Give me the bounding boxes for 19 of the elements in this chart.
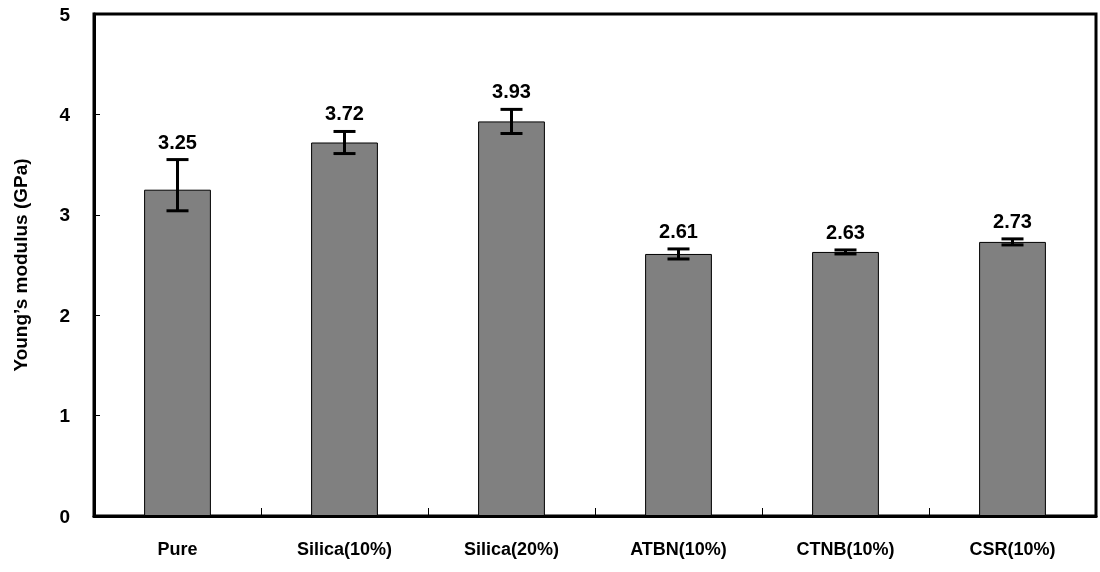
- x-tick-label: ATBN(10%): [630, 539, 727, 559]
- y-axis-title: Young’s modulus (GPa): [10, 158, 31, 372]
- data-label: 2.63: [826, 220, 865, 243]
- x-tick-label: Silica(20%): [463, 539, 560, 559]
- data-label: 2.73: [993, 209, 1032, 232]
- x-tick-label: Silica(10%): [296, 539, 393, 559]
- data-label: 3.25: [158, 130, 197, 153]
- data-label: 3.72: [325, 102, 364, 125]
- data-label: 2.61: [659, 219, 698, 242]
- x-tick-label: Pure: [157, 539, 198, 559]
- x-tick-label: CSR(10%): [969, 539, 1056, 559]
- x-tick-label: CTNB(10%): [796, 539, 895, 559]
- y-tick-label: 4: [59, 103, 71, 125]
- y-tick-label: 2: [59, 304, 70, 326]
- y-tick-label: 5: [59, 3, 71, 25]
- y-tick-label: 0: [59, 505, 70, 527]
- y-tick-label: 1: [59, 405, 71, 427]
- data-label: 3.93: [492, 80, 531, 103]
- y-tick-label: 3: [59, 204, 70, 226]
